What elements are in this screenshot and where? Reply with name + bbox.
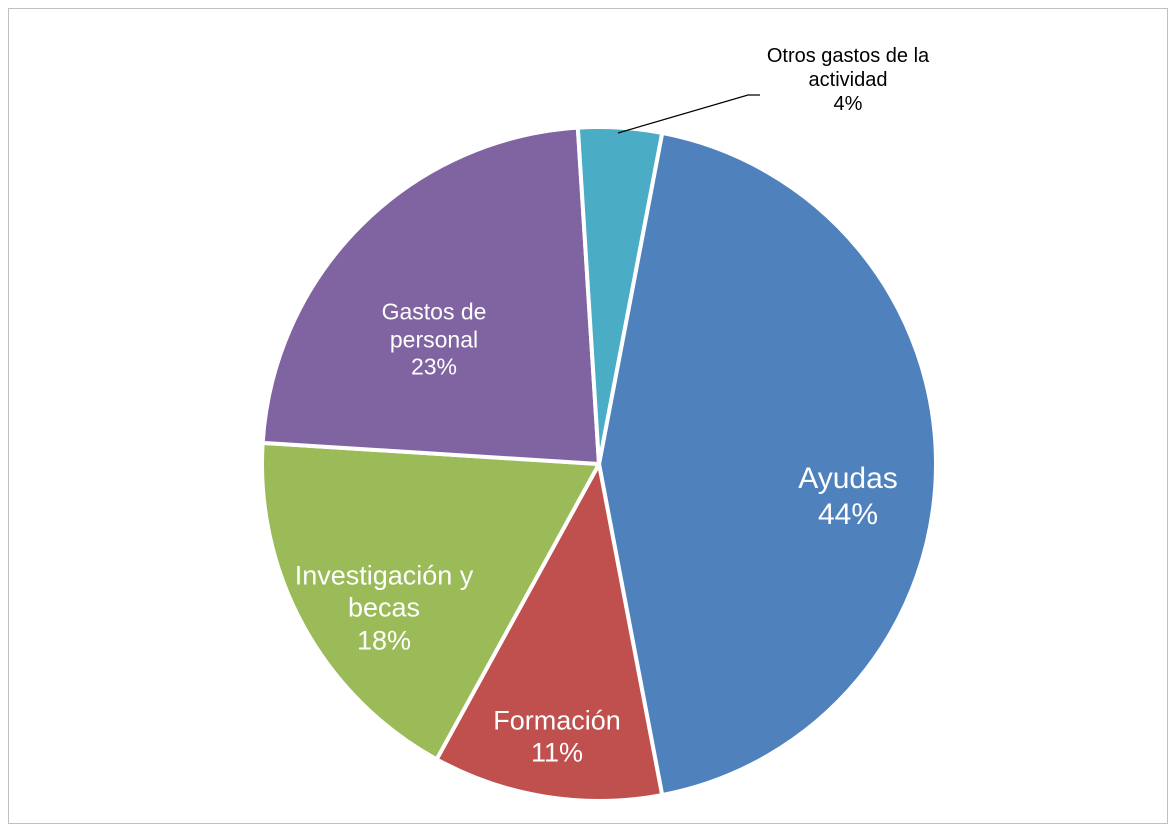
slice-label: Investigación y becas 18% bbox=[279, 559, 489, 656]
category-label: Otros gastos de la actividad bbox=[766, 45, 930, 91]
value-label: 23% bbox=[410, 353, 458, 380]
value-label: 11% bbox=[530, 738, 584, 768]
category-label: Formación bbox=[493, 705, 621, 736]
chart-frame bbox=[8, 8, 1168, 824]
pie-slice bbox=[575, 125, 665, 466]
value-label: 44% bbox=[817, 498, 879, 531]
slice-label: Ayudas 44% bbox=[768, 461, 928, 533]
slice-label: Formación 11% bbox=[467, 705, 647, 770]
slice-label: Otros gastos de la actividad 4% bbox=[753, 44, 943, 116]
pie-slice bbox=[597, 130, 938, 798]
pie-slice bbox=[260, 125, 601, 466]
value-label: 4% bbox=[833, 93, 863, 115]
value-label: 18% bbox=[356, 625, 412, 656]
slice-label: Gastos de personal 23% bbox=[359, 299, 509, 382]
pie-slice bbox=[260, 440, 601, 762]
category-label: Ayudas bbox=[798, 462, 898, 495]
leader-line bbox=[617, 94, 760, 134]
pie-slice bbox=[434, 462, 665, 803]
category-label: Investigación y becas bbox=[294, 560, 474, 623]
category-label: Gastos de personal bbox=[381, 298, 487, 353]
